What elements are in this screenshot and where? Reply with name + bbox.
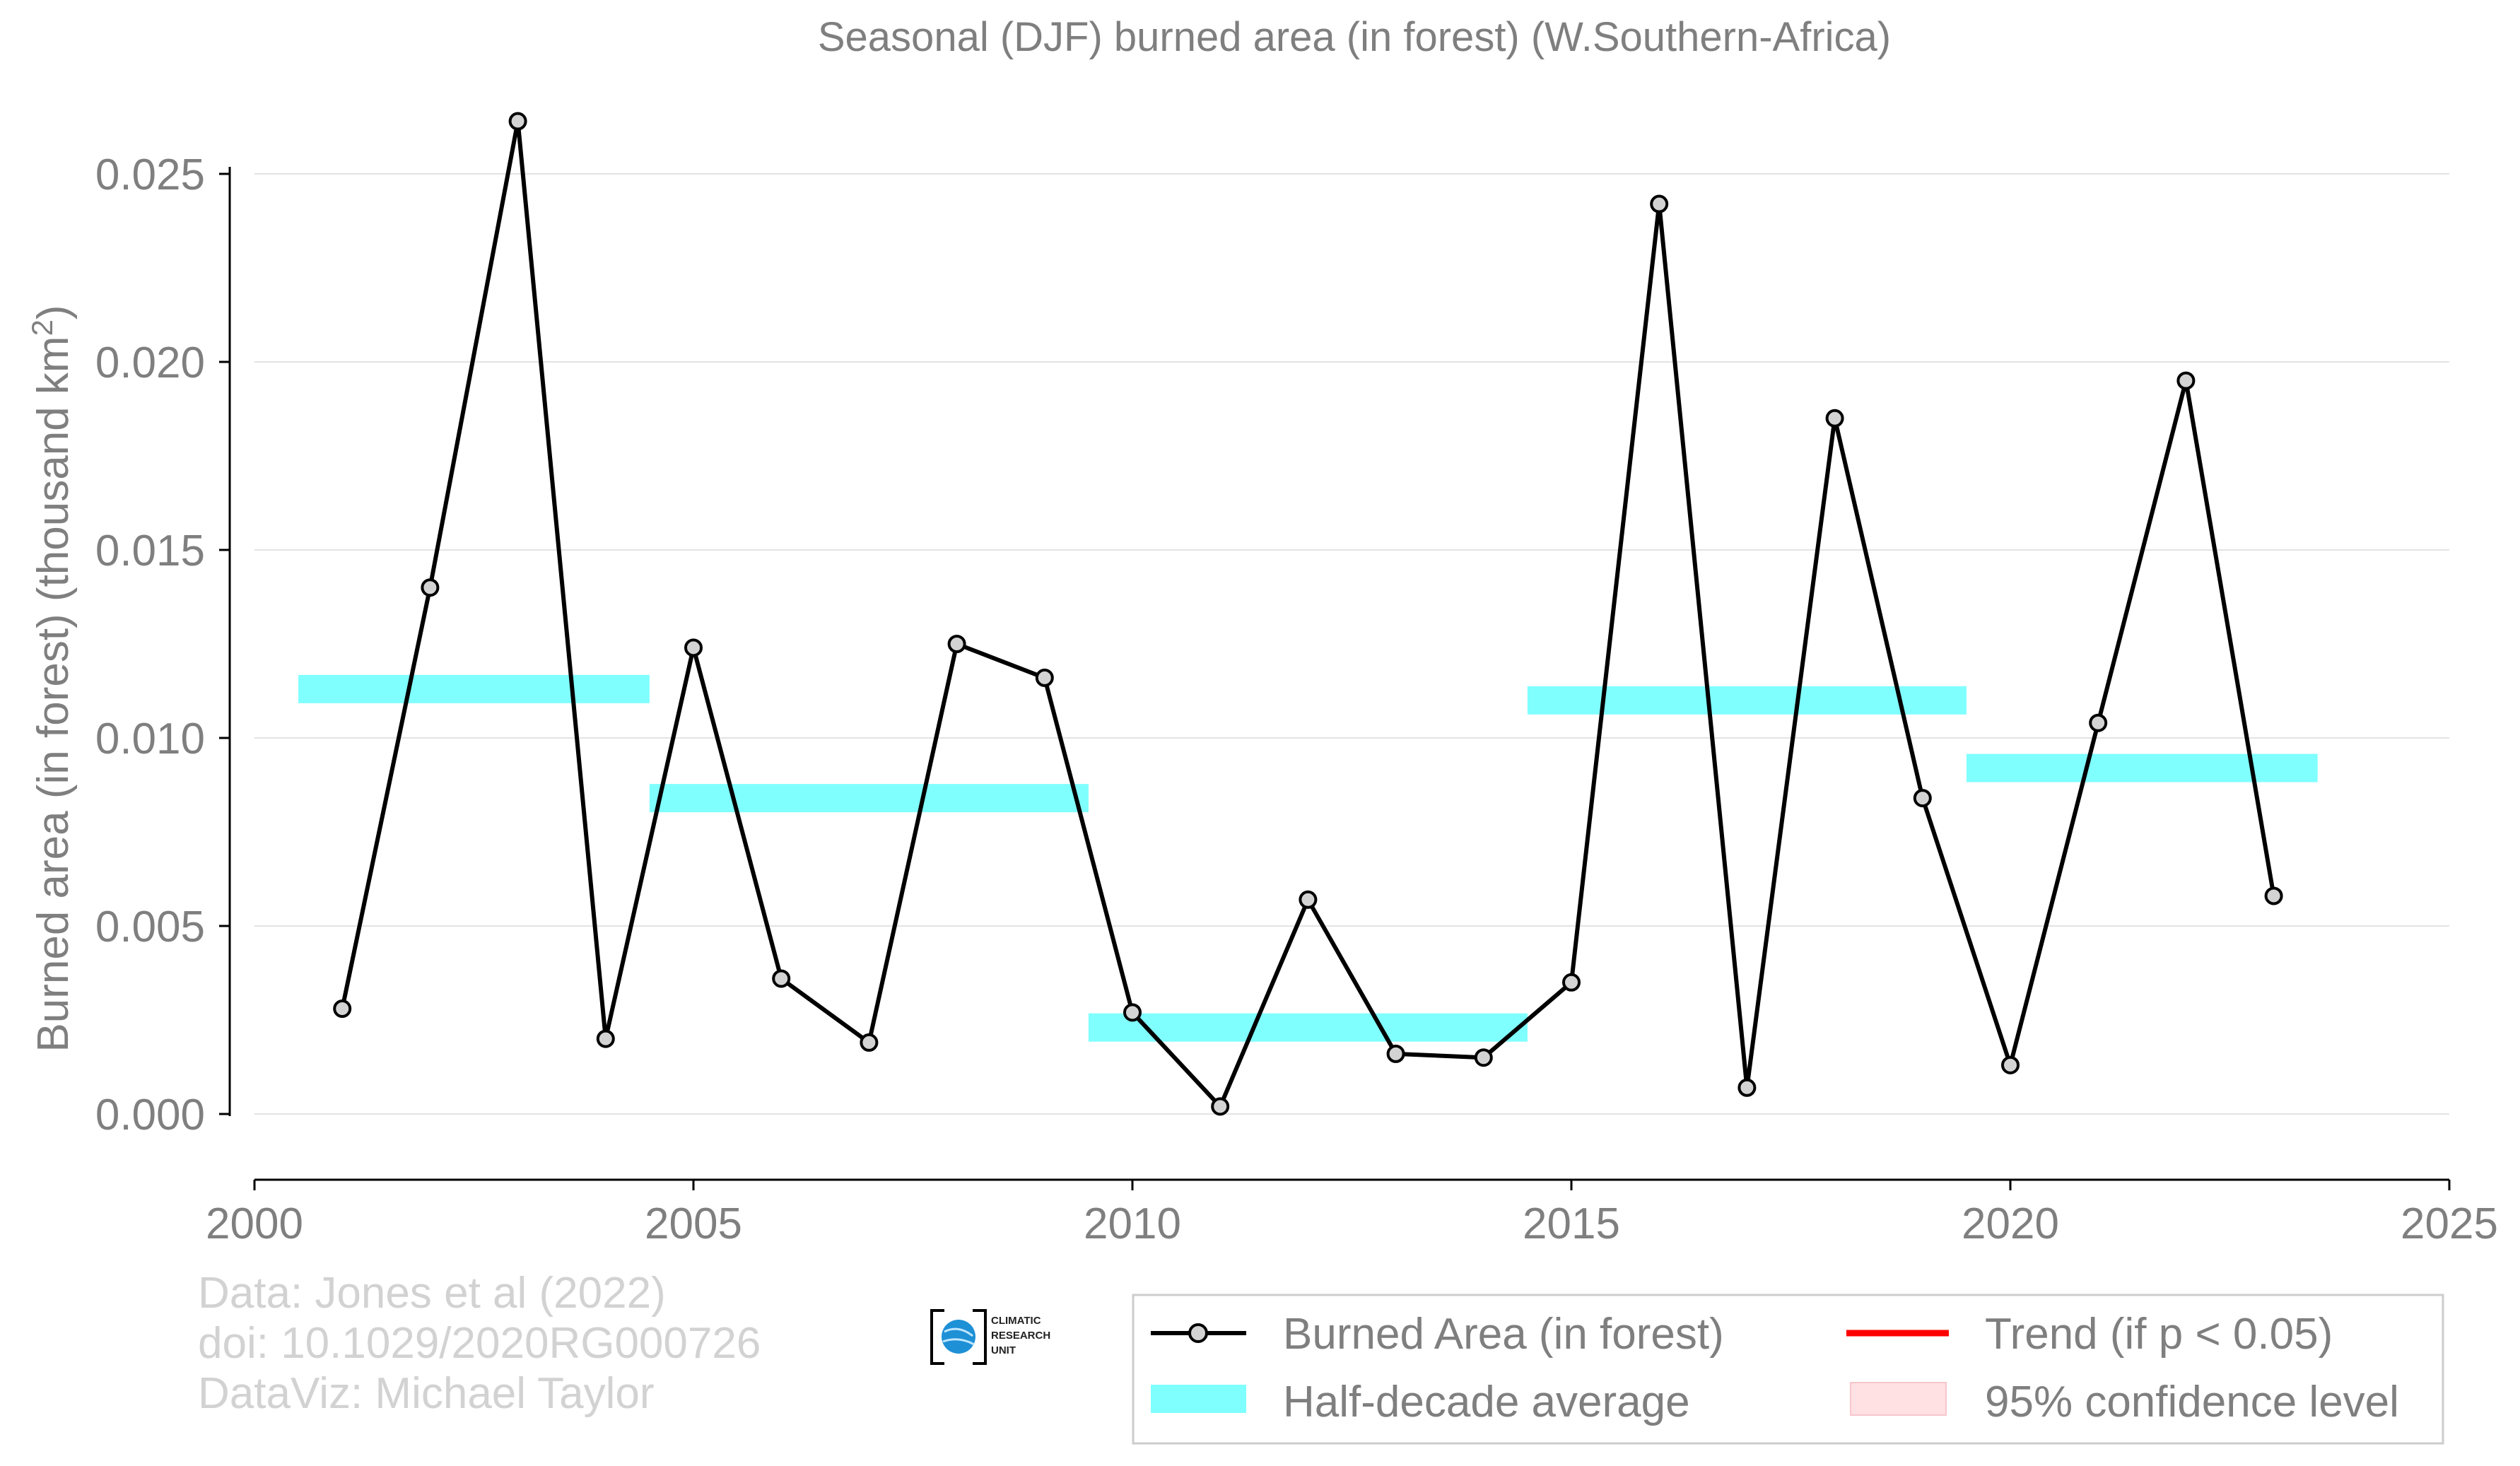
data-point xyxy=(684,638,703,657)
gridlines xyxy=(254,173,2449,1115)
x-axis: 2000 2005 2010 2015 2020 2025 xyxy=(206,1178,2498,1248)
legend-label-confidence: 95% confidence level xyxy=(1985,1378,2399,1426)
data-point xyxy=(1737,1078,1757,1097)
logo-text: UNIT xyxy=(991,1344,1016,1356)
data-point xyxy=(1211,1097,1230,1116)
y-tick-label: 0.025 xyxy=(95,151,205,199)
data-point xyxy=(1913,789,1932,808)
y-tick-label: 0.015 xyxy=(95,527,205,575)
data-point xyxy=(1299,890,1318,909)
data-point xyxy=(772,969,791,988)
y-axis: 0.000 0.005 0.010 0.015 0.020 0.025 xyxy=(95,151,231,1139)
legend-frame xyxy=(1132,1294,2444,1445)
half-decade-average-bands xyxy=(298,674,2318,1042)
legend-key-half-decade xyxy=(1151,1385,1246,1413)
data-point xyxy=(421,578,440,597)
data-point xyxy=(2176,371,2196,390)
x-tick-label: 2000 xyxy=(206,1200,303,1248)
x-tick-label: 2025 xyxy=(2401,1200,2498,1248)
data-point xyxy=(860,1033,879,1052)
data-point xyxy=(508,112,527,131)
legend: Burned Area (in forest) Trend (if p < 0.… xyxy=(1132,1294,2444,1445)
x-tick-label: 2015 xyxy=(1523,1200,1620,1248)
logo-bracket-left xyxy=(930,1309,944,1365)
data-point xyxy=(1035,668,1054,687)
cru-logo: CLIMATIC RESEARCH UNIT xyxy=(930,1309,1050,1365)
credit-line: Data: Jones et al (2022) xyxy=(198,1269,666,1318)
x-tick-label: 2010 xyxy=(1084,1200,1181,1248)
y-axis-label: Burned area (in forest) (thousand km2) xyxy=(25,305,78,1052)
y-axis-label-superscript: 2 xyxy=(25,319,59,336)
y-tick-label: 0.000 xyxy=(95,1091,205,1139)
legend-key-confidence xyxy=(1850,1382,1947,1416)
data-point xyxy=(596,1029,615,1048)
x-tick-label: 2020 xyxy=(1962,1200,2059,1248)
half-decade-average-band xyxy=(298,674,650,703)
data-point xyxy=(2089,713,2108,732)
y-tick-label: 0.020 xyxy=(95,339,205,387)
y-tick-label: 0.005 xyxy=(95,903,205,951)
legend-label-trend: Trend (if p < 0.05) xyxy=(1985,1310,2333,1359)
data-point xyxy=(1562,973,1581,992)
credit-line: DataViz: Michael Taylor xyxy=(198,1369,655,1418)
globe-icon-wave xyxy=(942,1327,975,1346)
logo-bracket-right xyxy=(973,1309,987,1365)
data-point xyxy=(947,635,966,653)
y-tick-label: 0.010 xyxy=(95,715,205,763)
data-point xyxy=(333,999,352,1019)
data-point xyxy=(1825,409,1844,428)
data-point xyxy=(2264,886,2283,905)
chart-title: Seasonal (DJF) burned area (in forest) (… xyxy=(818,14,1891,60)
data-point xyxy=(1123,1003,1142,1022)
logo-text: CLIMATIC xyxy=(991,1315,1041,1327)
half-decade-average-band xyxy=(1088,1013,1528,1042)
legend-label-burned-area: Burned Area (in forest) xyxy=(1283,1310,1724,1359)
legend-label-half-decade: Half-decade average xyxy=(1283,1378,1690,1426)
half-decade-average-band xyxy=(649,784,1089,813)
logo-text: RESEARCH xyxy=(991,1330,1050,1342)
half-decade-average-band xyxy=(1966,753,2318,782)
burned-area-series xyxy=(333,112,2283,1116)
data-credits: Data: Jones et al (2022) doi: 10.1029/20… xyxy=(198,1269,761,1418)
x-tick-label: 2005 xyxy=(645,1200,742,1248)
data-point xyxy=(2001,1055,2020,1074)
globe-icon xyxy=(942,1320,975,1354)
data-point xyxy=(1650,194,1669,213)
data-point xyxy=(1386,1044,1405,1063)
legend-key-burned-area-marker xyxy=(1188,1323,1208,1343)
credit-line: doi: 10.1029/2020RG000726 xyxy=(198,1319,761,1368)
data-point xyxy=(1474,1048,1493,1067)
